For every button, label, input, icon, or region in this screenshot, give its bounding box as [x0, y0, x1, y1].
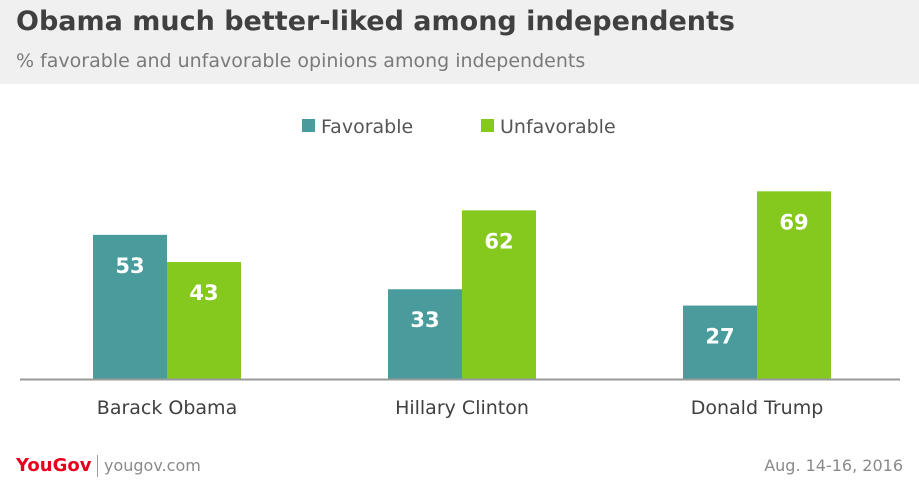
yougov-logo: YouGov	[16, 455, 92, 476]
bar-favorable-2	[683, 305, 757, 379]
legend-label-favorable: Favorable	[321, 116, 413, 138]
chart-subtitle: % favorable and unfavorable opinions amo…	[16, 50, 586, 72]
bar-unfavorable-2	[757, 191, 831, 379]
category-label-2: Donald Trump	[691, 397, 824, 419]
legend-swatch-unfavorable	[481, 119, 494, 132]
data-label-unfavorable-0: 43	[189, 281, 218, 305]
category-label-1: Hillary Clinton	[395, 397, 529, 419]
bar-unfavorable-0	[167, 262, 241, 379]
data-label-favorable-2: 27	[705, 325, 734, 349]
footer-site: yougov.com	[104, 456, 201, 475]
footer-date: Aug. 14-16, 2016	[764, 456, 903, 475]
data-label-unfavorable-1: 62	[484, 229, 513, 253]
data-label-unfavorable-2: 69	[779, 210, 808, 234]
bar-chart: Favorable Unfavorable 53 43 Barack Obama 33 62…	[20, 116, 900, 419]
data-label-favorable-0: 53	[115, 254, 144, 278]
category-label-0: Barack Obama	[97, 397, 237, 419]
footer-divider	[97, 455, 98, 477]
bar-favorable-0	[93, 234, 167, 379]
header-band: Obama much better-liked among independen…	[0, 0, 919, 84]
bar-unfavorable-1	[462, 210, 536, 379]
data-label-favorable-1: 33	[410, 308, 439, 332]
legend-swatch-favorable	[302, 119, 315, 132]
chart-title: Obama much better-liked among independen…	[16, 6, 735, 37]
legend-label-unfavorable: Unfavorable	[500, 116, 616, 138]
bar-favorable-1	[388, 289, 462, 379]
